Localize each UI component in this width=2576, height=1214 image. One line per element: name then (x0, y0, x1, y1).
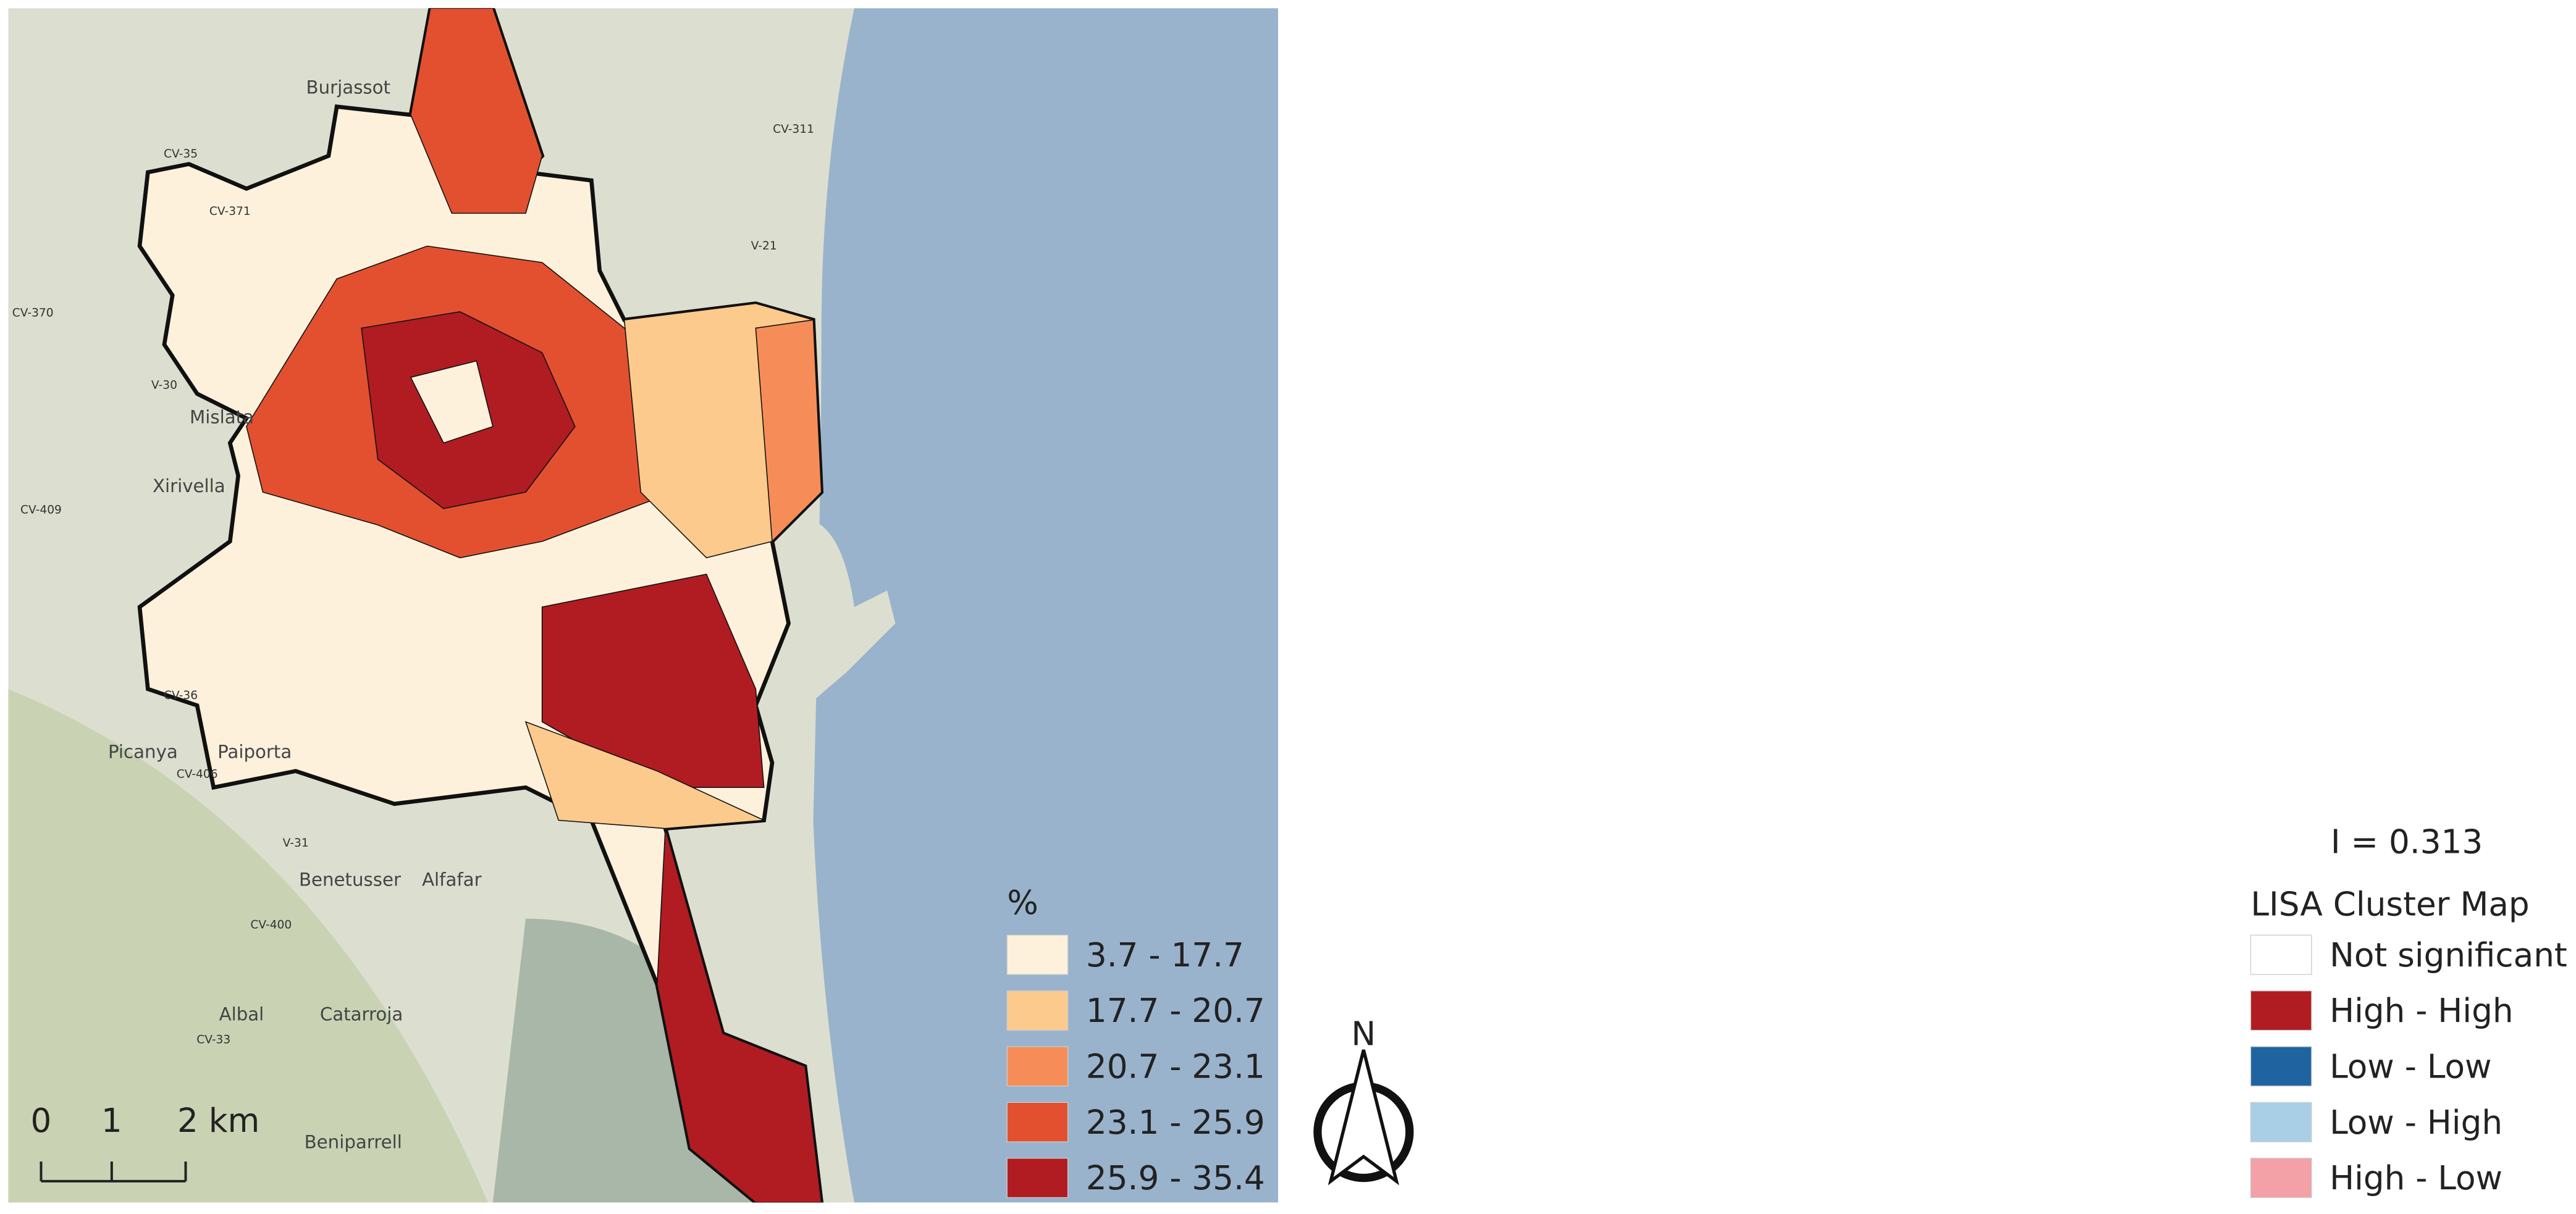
road-label: CV-371 (1499, 205, 1541, 218)
port (2062, 517, 2185, 722)
road-label: V-21 (751, 240, 777, 253)
place-label: Albal (1509, 1004, 1554, 1025)
place-label: Albal (219, 1004, 264, 1025)
place-label: Alfafar (1712, 869, 1772, 890)
legend-label: Low - Low (2330, 1048, 2491, 1086)
legend-swatch (1006, 934, 1069, 975)
place-label: Xirivella (1442, 475, 1515, 496)
district (1470, 492, 1684, 689)
place-label: Benetusser (1589, 869, 1691, 890)
legend-swatch (2250, 1158, 2312, 1199)
district (1733, 385, 1774, 426)
legend-label: 25.9 - 35.4 (1086, 1159, 1265, 1197)
road-label: CV-400 (1540, 919, 1581, 932)
legend-title: LISA Cluster Map (2250, 885, 2529, 923)
district (524, 721, 766, 829)
road-label: V-21 (2040, 240, 2066, 253)
legend-swatch (2250, 934, 2312, 975)
legend-label: 17.7 - 20.7 (1086, 992, 1265, 1030)
legend-swatch (2250, 1046, 2312, 1087)
road-label: CV-406 (1466, 768, 1507, 781)
place-label: Paiporta (217, 741, 292, 762)
place-label: Paiporta (1507, 741, 1581, 762)
legend-swatch (2250, 1102, 2312, 1142)
place-label: Xirivella (153, 475, 225, 496)
district (1816, 574, 2054, 747)
road-label: CV-35 (1454, 148, 1488, 161)
road-label: CV-400 (250, 919, 292, 932)
place-label: Beniparrell (305, 1132, 402, 1153)
legend-label: 23.1 - 25.9 (1086, 1103, 1265, 1142)
legend-swatch (1006, 1158, 1069, 1199)
legend-label: High - Low (2330, 1159, 2502, 1197)
district (1618, 312, 1733, 394)
legend-title: % (1007, 884, 1038, 922)
city (1429, 8, 2111, 1202)
green-area (8, 689, 488, 1203)
legend-swatch (1006, 1102, 1069, 1142)
legend-label: Low - High (2330, 1103, 2502, 1142)
road-label: CV-33 (196, 1034, 230, 1047)
road-label: CV-311 (2063, 123, 2104, 136)
district (410, 8, 543, 214)
road-label: CV-33 (1486, 1034, 1520, 1047)
legend-label: 3.7 - 17.7 (1086, 936, 1244, 974)
road-label: CV-409 (1310, 504, 1352, 517)
legend-label: Not significant (2330, 936, 2567, 974)
place-label: Burjassot (306, 77, 390, 98)
place-label: Alfafar (422, 869, 482, 890)
sea (813, 8, 1279, 1203)
map-panel: Burjassot Mislata Xirivella Picanya Paiporta… (1298, 8, 2568, 1214)
scale-label: 1 (101, 1102, 122, 1140)
road-label: CV-311 (773, 123, 814, 136)
place-label: Catarroja (320, 1004, 403, 1025)
place-label: Burjassot (1596, 77, 1680, 98)
legend-label: 20.7 - 23.1 (1086, 1048, 1265, 1086)
place-label: Mislata (1480, 406, 1544, 427)
district (1799, 164, 1889, 296)
road-label: CV-35 (164, 148, 198, 161)
legend-swatch (1006, 1046, 1069, 1087)
legend-swatch (2250, 990, 2312, 1031)
scale-label: 0 (31, 1102, 52, 1140)
road-label: V-30 (1441, 379, 1467, 392)
road-label: CV-371 (209, 205, 251, 218)
map-panel: Burjassot Mislata Xirivella Picanya Paiporta… (8, 8, 1279, 1203)
district (755, 319, 822, 543)
statistic: I = 0.313 (2331, 823, 2483, 861)
place-label: Picanya (1398, 741, 1468, 762)
road-label: CV-36 (164, 689, 198, 702)
road-label: CV-36 (1454, 689, 1488, 702)
north-arrow (1328, 1049, 1399, 1186)
road-label: V-30 (151, 379, 177, 392)
place-label: Benetusser (299, 869, 402, 890)
legend-swatch (1006, 990, 1069, 1031)
legend-label: High - High (2330, 992, 2513, 1030)
road-label: CV-406 (177, 768, 218, 781)
place-label: Picanya (108, 741, 178, 762)
road-label: V-31 (283, 837, 309, 850)
district (541, 573, 765, 789)
port (772, 517, 896, 722)
place-label: Catarroja (1609, 1004, 1693, 1025)
place-label: Mislata (190, 406, 254, 427)
lagoon (1782, 919, 2045, 1203)
road-label: CV-409 (20, 504, 62, 517)
district (1782, 337, 1881, 492)
road-label: CV-370 (1302, 307, 1343, 320)
district (1429, 172, 1717, 427)
district (410, 360, 494, 444)
north-label: N (1351, 1015, 1376, 1053)
road-label: CV-370 (12, 307, 54, 320)
district (1816, 475, 2045, 672)
scale-label: 2 km (177, 1102, 259, 1140)
place-label: Beniparrell (1594, 1132, 1691, 1153)
district (656, 828, 822, 1203)
road-label: V-31 (1572, 837, 1598, 850)
